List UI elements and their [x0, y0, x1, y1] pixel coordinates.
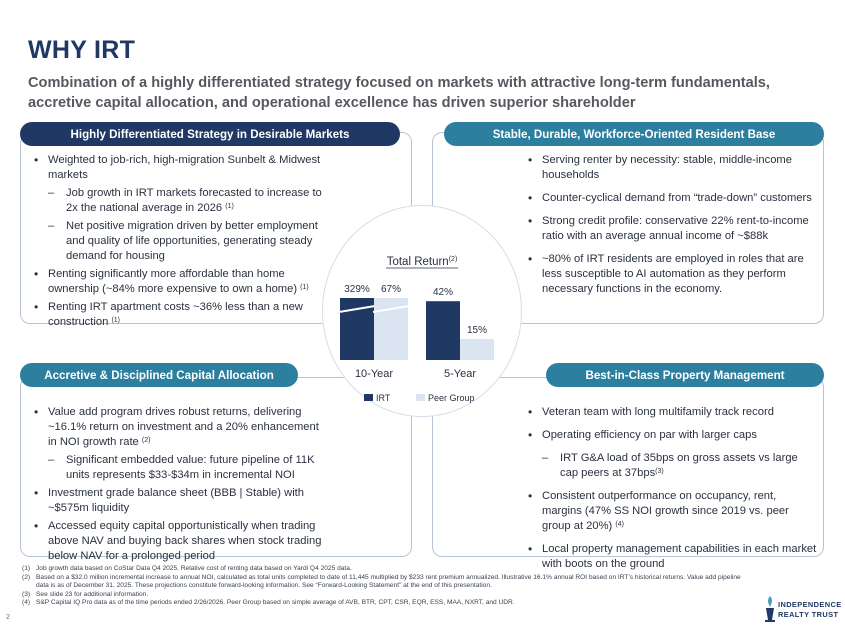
panel-heading-resident-base: Stable, Durable, Workforce-Oriented Resi…: [444, 122, 824, 146]
panel-heading-capital-allocation: Accretive & Disciplined Capital Allocati…: [20, 363, 298, 387]
list-item: Significant embedded value: future pipel…: [32, 453, 322, 483]
list-item: Renting significantly more affordable th…: [32, 267, 332, 297]
list-item: Veteran team with long multifamily track…: [526, 405, 818, 420]
list-item: Consistent outperformance on occupancy, …: [526, 489, 818, 534]
footnote: (1) Job growth data based on CoStar Data …: [22, 565, 352, 572]
list-item: Strong credit profile: conservative 22% …: [526, 214, 818, 244]
chart-axis-break-mark: [372, 305, 410, 313]
list-item: Renting IRT apartment costs ~36% less th…: [32, 300, 332, 330]
footnote: (2) Based on a $32.0 million incremental …: [22, 573, 741, 590]
footnotes: (1) Job growth data based on CoStar Data …: [22, 565, 742, 608]
panel-heading-differentiated-strategy: Highly Differentiated Strategy in Desira…: [20, 122, 400, 146]
list-item: Operating efficiency on par with larger …: [526, 428, 818, 443]
bullet-list: Veteran team with long multifamily track…: [526, 405, 818, 572]
list-item: Local property management capabilities i…: [526, 542, 818, 572]
list-item: Counter-cyclical demand from “trade-down…: [526, 191, 818, 206]
bullet-list: Serving renter by necessity: stable, mid…: [526, 153, 818, 297]
panel-content-resident-base: Serving renter by necessity: stable, mid…: [526, 153, 818, 305]
page-number: 2: [6, 614, 10, 621]
logo-line-2: REALTY TRUST: [778, 610, 839, 619]
chart-category-label: 10-Year: [355, 368, 393, 380]
panel-content-differentiated-strategy: Weighted to job-rich, high-migration Sun…: [32, 153, 332, 333]
footnote: (4) S&P Capital IQ Pro data as of the tim…: [22, 599, 515, 607]
torch-icon: [765, 596, 775, 622]
list-item: Weighted to job-rich, high-migration Sun…: [32, 153, 332, 183]
chart-title: Total Return(2): [387, 256, 458, 268]
panel-heading-property-management: Best-in-Class Property Management: [546, 363, 824, 387]
list-item: Serving renter by necessity: stable, mid…: [526, 153, 818, 183]
chart-bar-irt-5-year: [426, 301, 460, 360]
list-item: IRT G&A load of 35bps on gross assets vs…: [526, 451, 818, 481]
chart-data-label: 15%: [467, 325, 487, 336]
panel-content-property-management: Veteran team with long multifamily track…: [526, 405, 818, 580]
bullet-list: Weighted to job-rich, high-migration Sun…: [32, 153, 332, 330]
chart-legend-label: Peer Group: [428, 393, 475, 403]
bullet-list: Value add program drives robust returns,…: [32, 405, 322, 564]
list-item: Net positive migration driven by better …: [32, 219, 332, 264]
panel-content-capital-allocation: Value add program drives robust returns,…: [32, 405, 322, 567]
chart-data-label: 329%: [344, 284, 370, 295]
list-item: Job growth in IRT markets forecasted to …: [32, 186, 332, 216]
logo-line-1: INDEPENDENCE: [778, 600, 842, 609]
footnote: (3) See slide 23 for additional informati…: [22, 590, 149, 598]
chart-category-label: 5-Year: [444, 368, 476, 380]
list-item: Accessed equity capital opportunisticall…: [32, 519, 322, 564]
list-item: Value add program drives robust returns,…: [32, 405, 322, 450]
list-item: Investment grade balance sheet (BBB | St…: [32, 486, 322, 516]
page-subtitle: Combination of a highly differentiated s…: [28, 75, 770, 111]
chart-data-label: 42%: [433, 287, 453, 298]
total-return-chart: Total Return(2) 329% 67% 10-Year 42% 15% 5-Yea…: [338, 256, 494, 403]
chart-legend-swatch: [416, 394, 425, 401]
chart-axis-break-mark: [338, 305, 376, 313]
chart-legend-swatch: [364, 394, 373, 401]
chart-bar-peer-group-5-year: [460, 339, 494, 360]
chart-legend-label: IRT: [376, 393, 391, 403]
list-item: ~80% of IRT residents are employed in ro…: [526, 252, 818, 297]
chart-data-label: 67%: [381, 284, 401, 295]
page-title: WHY IRT: [28, 36, 136, 64]
